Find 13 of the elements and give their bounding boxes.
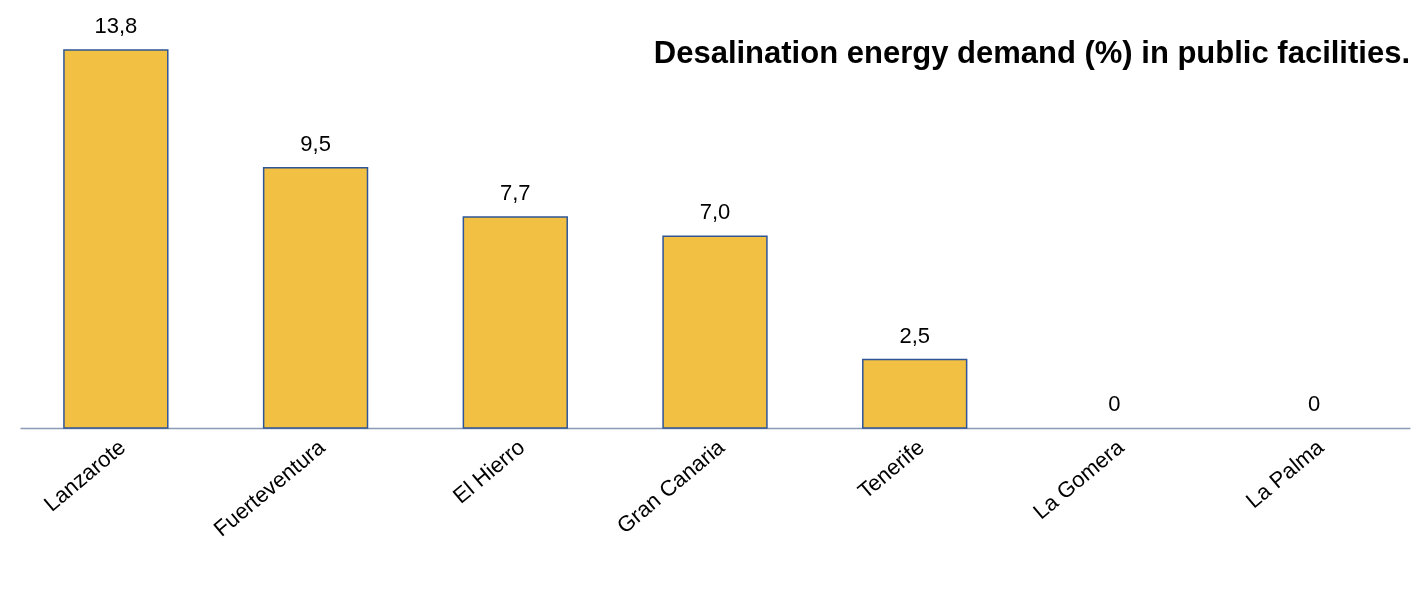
- data-label: 2,5: [899, 322, 931, 348]
- data-label: 0: [1308, 391, 1321, 416]
- bar: [63, 49, 169, 429]
- bar: [862, 358, 968, 429]
- data-label: 13,8: [94, 13, 138, 38]
- chart-title: Desalination energy demand (%) in public facilities.: [653, 35, 1410, 70]
- bar: [262, 167, 369, 429]
- data-label: 9,5: [300, 130, 331, 156]
- data-label: 7,7: [499, 180, 531, 206]
- data-label: 0: [1108, 391, 1121, 416]
- data-label: 7,0: [699, 199, 731, 225]
- bar: [662, 235, 768, 429]
- bar: [462, 216, 568, 429]
